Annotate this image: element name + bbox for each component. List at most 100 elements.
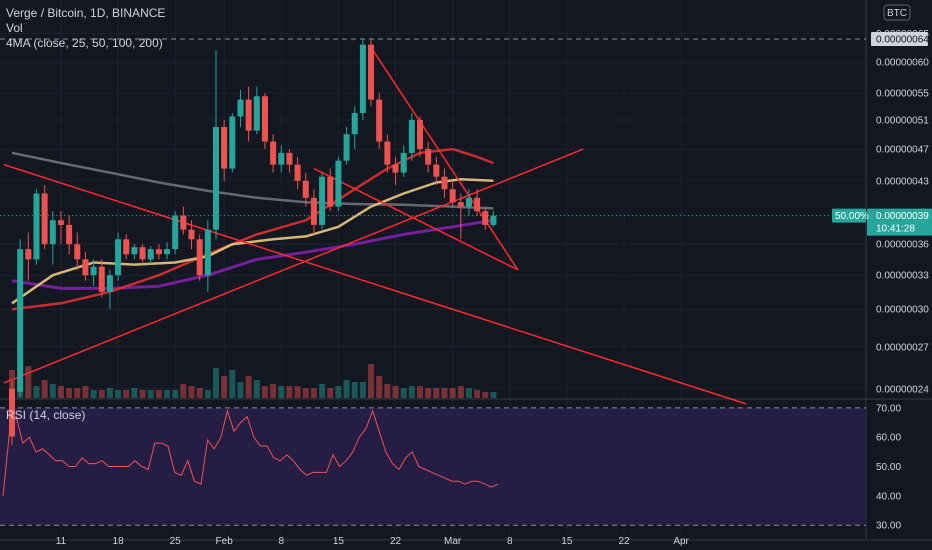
- last-price-tag: [867, 208, 932, 236]
- volume-bar: [408, 386, 415, 398]
- candle-body: [474, 197, 481, 212]
- volume-bar: [147, 390, 154, 398]
- candle-body: [213, 127, 219, 230]
- candle-body: [335, 160, 342, 207]
- volume-bar: [25, 366, 32, 398]
- volume-bar: [335, 386, 342, 398]
- candle-body: [433, 164, 440, 177]
- volume-bar: [221, 376, 228, 398]
- volume-bar: [384, 384, 391, 398]
- candle-body: [359, 44, 366, 114]
- candle-body: [221, 127, 228, 169]
- volume-bar: [310, 388, 317, 398]
- volume-bar: [57, 386, 64, 398]
- volume-bar: [351, 382, 358, 398]
- candle-body: [490, 215, 497, 225]
- candle-body: [482, 211, 489, 225]
- trendline: [3, 163, 747, 405]
- volume-bar: [457, 386, 464, 398]
- candle-body: [465, 197, 472, 207]
- rsi-tick-label: 70.00: [876, 403, 901, 414]
- rsi-tick-label: 30.00: [876, 521, 901, 532]
- volume-bar: [82, 386, 89, 398]
- volume-bar: [441, 388, 448, 398]
- volume-bar: [278, 386, 285, 398]
- rsi-tick-label: 50.00: [876, 462, 901, 473]
- rsi-tick-label: 60.00: [876, 433, 901, 444]
- candle-body: [400, 152, 407, 173]
- volume-bar: [155, 390, 162, 398]
- candle-body: [384, 141, 391, 165]
- time-tick-label: Feb: [216, 536, 234, 547]
- candle-body: [131, 247, 138, 255]
- volume-bar: [90, 390, 97, 398]
- countdown-label: 10:41:28: [876, 224, 915, 235]
- candle-body: [425, 149, 432, 165]
- candle-body: [9, 388, 15, 437]
- volume-bar: [417, 386, 423, 398]
- rsi-legend: RSI (14, close): [6, 408, 86, 422]
- volume-bar: [196, 388, 203, 398]
- volume-bar: [319, 384, 326, 398]
- chart-title: Verge / Bitcoin, 1D, BINANCE: [6, 6, 166, 20]
- candle-body: [310, 197, 317, 225]
- candle-body: [368, 44, 375, 100]
- volume-bar: [359, 382, 366, 398]
- candle-body: [253, 96, 260, 131]
- volume-bar: [261, 386, 268, 398]
- candle-body: [123, 239, 130, 255]
- ma-legend: 4MA (close, 25, 50, 100, 200): [6, 36, 163, 50]
- candle-body: [302, 180, 309, 198]
- volume-bar: [302, 388, 309, 398]
- candle-body: [98, 266, 105, 292]
- candle-body: [41, 193, 48, 245]
- candle-body: [106, 275, 113, 292]
- candle-body: [261, 96, 268, 142]
- trendline: [370, 47, 519, 271]
- candle-body: [343, 134, 350, 161]
- volume-bar: [253, 380, 260, 398]
- volume-legend: Vol: [6, 21, 23, 35]
- candle-body: [188, 229, 195, 240]
- trendline: [3, 148, 584, 384]
- candle-body: [49, 220, 56, 245]
- candle-body: [90, 266, 97, 276]
- candle-body: [147, 249, 154, 260]
- candle-body: [33, 193, 40, 260]
- volume-bar: [400, 388, 407, 398]
- rsi-line: [2, 408, 499, 496]
- volume-bar: [368, 364, 375, 398]
- volume-bar: [204, 390, 211, 398]
- volume-bar: [123, 390, 130, 398]
- volume-bar: [465, 388, 472, 398]
- candle-body: [441, 176, 448, 190]
- candle-body: [237, 99, 244, 117]
- volume-bar: [490, 392, 497, 398]
- trendline: [313, 167, 519, 271]
- volume-bar: [245, 376, 252, 398]
- time-tick-label: 15: [333, 536, 345, 547]
- volume-bar: [376, 376, 383, 398]
- currency-label: BTC: [887, 8, 907, 19]
- price-tick-label: 0.00000024: [876, 384, 929, 395]
- price-tick-label: 0.00000036: [876, 240, 929, 251]
- time-tick-label: 22: [390, 536, 402, 547]
- volume-bar: [425, 388, 432, 398]
- volume-bar: [41, 380, 48, 398]
- volume-bar: [343, 380, 350, 398]
- candle-body: [286, 152, 293, 165]
- volume-bar: [74, 388, 81, 398]
- volume-bar: [180, 384, 187, 398]
- volume-bar: [229, 370, 236, 398]
- candle-body: [457, 202, 464, 207]
- candle-body: [164, 249, 171, 255]
- volume-bar: [49, 384, 56, 398]
- candle-body: [172, 215, 179, 250]
- time-tick-label: 25: [170, 536, 182, 547]
- price-tick-label: 0.00000060: [876, 57, 929, 68]
- price-tick-label: 0.00000033: [876, 271, 929, 282]
- volume-bar: [237, 382, 244, 398]
- volume-bar: [106, 388, 113, 398]
- volume-bar: [482, 392, 489, 398]
